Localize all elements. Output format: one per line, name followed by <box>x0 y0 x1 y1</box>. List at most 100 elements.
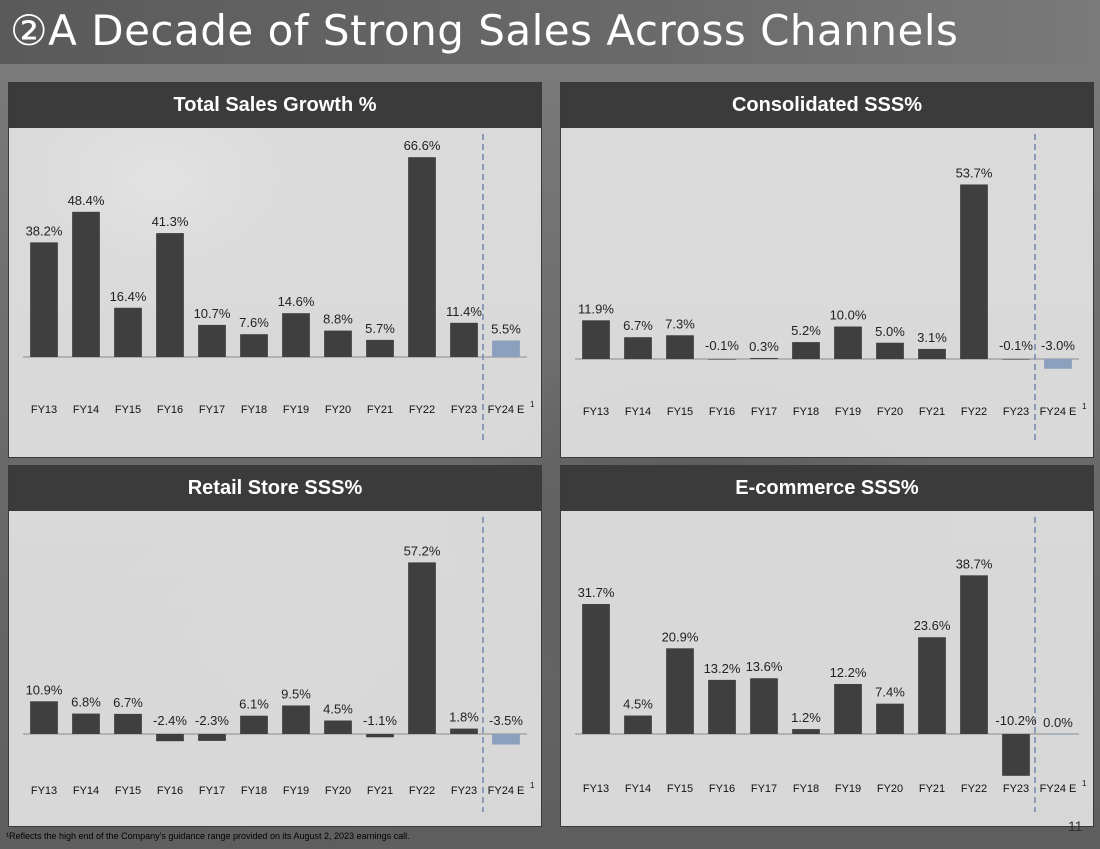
chart-title: E-commerce SSS% <box>561 466 1093 511</box>
tick-label: FY17 <box>199 404 225 416</box>
tick-label: FY18 <box>241 404 267 416</box>
data-label: -2.4% <box>153 713 187 728</box>
data-label: 1.2% <box>791 710 821 725</box>
tick-label: FY21 <box>367 404 393 416</box>
bar-fy20 <box>324 720 352 734</box>
data-label: 5.7% <box>365 321 395 336</box>
bar-fy18 <box>240 334 268 357</box>
tick-label: FY22 <box>409 404 435 416</box>
bar-fy21 <box>366 734 394 738</box>
bar-fy13 <box>30 701 58 734</box>
chart-panel-total-sales-growth: Total Sales Growth % 38.2% FY13 48.4% FY14 1… <box>8 82 542 458</box>
data-label: 23.6% <box>914 618 951 633</box>
data-label: 6.1% <box>239 697 269 712</box>
page-title: ②A Decade of Strong Sales Across Channel… <box>10 6 959 55</box>
data-label: -1.1% <box>363 713 397 728</box>
tick-label: FY22 <box>409 785 435 797</box>
data-label: -10.2% <box>995 713 1037 728</box>
bar-fy19 <box>834 683 862 734</box>
tick-label: FY14 <box>73 404 99 416</box>
bar-fy21 <box>918 348 946 359</box>
chart-panel-retail-store-sss: Retail Store SSS% 10.9% FY13 6.8% FY14 6.7% F… <box>8 465 542 827</box>
data-label: 10.0% <box>830 308 867 323</box>
bar-fy20 <box>876 342 904 359</box>
bar-fy15 <box>666 335 694 359</box>
bar-fy13 <box>30 242 58 357</box>
chart-panel-ecommerce-sss: E-commerce SSS% 31.7% FY13 4.5% FY14 20.9% FY… <box>560 465 1094 827</box>
data-label: 11.4% <box>446 304 482 319</box>
tick-label: FY22 <box>961 406 987 418</box>
bar-fy13 <box>582 320 610 359</box>
tick-label: FY16 <box>709 406 735 418</box>
chart-consolidated-sss: 11.9% FY13 6.7% FY14 7.3% FY15 -0.1% FY16 0.3% FY… <box>575 134 1087 443</box>
bar-fy17 <box>198 324 226 357</box>
chart-panel-consolidated-sss: Consolidated SSS% 11.9% FY13 6.7% FY14 7.3% F… <box>560 82 1094 458</box>
data-label: -2.3% <box>195 713 229 728</box>
tick-label: FY19 <box>835 783 861 795</box>
tick-label: FY15 <box>115 785 141 797</box>
tick-label: FY15 <box>667 783 693 795</box>
bar-fy23 <box>450 728 478 734</box>
data-label: 6.7% <box>623 318 653 333</box>
chart-retail-store-sss: 10.9% FY13 6.8% FY14 6.7% FY15 -2.4% FY16 -2.3% F… <box>23 517 535 812</box>
chart-ecommerce-sss: 31.7% FY13 4.5% FY14 20.9% FY15 13.2% FY16 13.6%… <box>575 517 1087 812</box>
data-label: 6.7% <box>113 695 143 710</box>
bar-fy15 <box>114 307 142 357</box>
tick-label: FY22 <box>961 783 987 795</box>
data-label: 11.9% <box>578 301 614 316</box>
tick-label: FY21 <box>919 783 945 795</box>
bar-fy14 <box>72 713 100 734</box>
data-label: 0.0% <box>1043 715 1073 730</box>
data-label: -3.5% <box>489 713 523 728</box>
tick-label: FY15 <box>115 404 141 416</box>
data-label: -0.1% <box>705 338 739 353</box>
bar-fy15 <box>114 713 142 734</box>
bar-fy22 <box>960 184 988 359</box>
tick-label: FY16 <box>157 785 183 797</box>
bar-fy23 <box>450 322 478 357</box>
tick-label: FY15 <box>667 406 693 418</box>
bar-fy16 <box>156 734 184 742</box>
data-label: 9.5% <box>281 687 311 702</box>
data-label: 7.3% <box>665 316 695 331</box>
footnote: ¹Reflects the high end of the Company’s … <box>6 831 410 841</box>
bar-fy16 <box>708 359 736 360</box>
bar-fy16 <box>708 679 736 734</box>
bar-fy18 <box>792 342 820 359</box>
data-label: 12.2% <box>830 665 867 680</box>
data-label: 41.3% <box>152 214 189 229</box>
tick-label: FY13 <box>31 404 57 416</box>
tick-label: FY19 <box>283 785 309 797</box>
bar-fy17 <box>198 734 226 741</box>
data-label: 1.8% <box>449 710 479 725</box>
bar-fy17 <box>750 358 778 359</box>
tick-label: FY21 <box>367 785 393 797</box>
tick-label: FY13 <box>31 785 57 797</box>
tick-label: FY24 E <box>488 404 525 416</box>
bar-fy18 <box>792 729 820 734</box>
tick-label: FY17 <box>751 406 777 418</box>
bar-fy14 <box>624 715 652 734</box>
tick-label: FY21 <box>919 406 945 418</box>
page-number: 11 <box>1068 818 1083 834</box>
data-label: 6.8% <box>71 695 101 710</box>
bar-fy24-e <box>492 734 520 745</box>
tick-label: FY18 <box>793 783 819 795</box>
tick-label: FY16 <box>157 404 183 416</box>
data-label: 7.4% <box>875 685 905 700</box>
tick-label: FY17 <box>751 783 777 795</box>
data-label: 53.7% <box>956 165 993 180</box>
tick-label: FY24 E <box>1040 406 1077 418</box>
bar-fy15 <box>666 648 694 734</box>
footnote-marker: 1 <box>1082 779 1087 788</box>
footnote-marker: 1 <box>530 400 535 409</box>
tick-label: FY19 <box>283 404 309 416</box>
bar-fy21 <box>366 339 394 357</box>
data-label: 8.8% <box>323 312 353 327</box>
tick-label: FY18 <box>793 406 819 418</box>
data-label: 38.2% <box>26 223 63 238</box>
data-label: 13.2% <box>704 661 741 676</box>
bar-fy18 <box>240 715 268 734</box>
tick-label: FY17 <box>199 785 225 797</box>
bar-fy21 <box>918 637 946 734</box>
